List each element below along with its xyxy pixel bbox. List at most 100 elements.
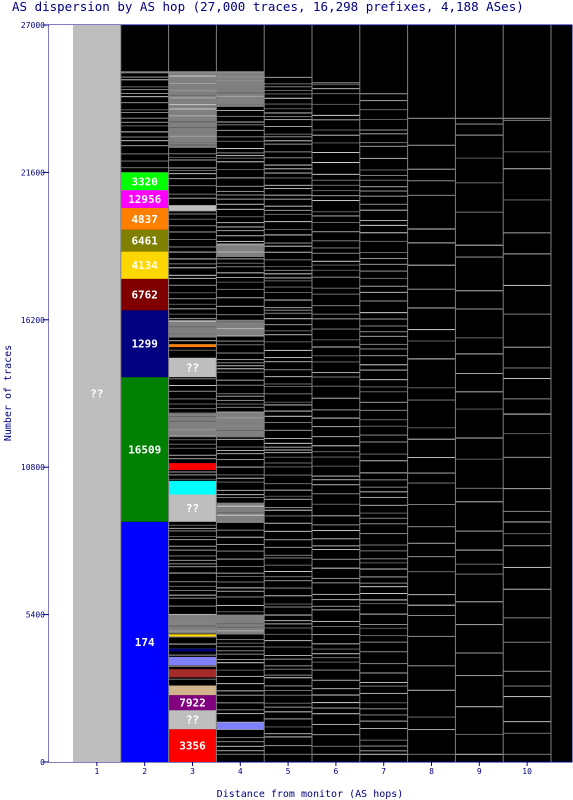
- as-stripe-hop-5: [264, 654, 312, 656]
- segment-hop-2: [120, 190, 169, 208]
- as-stripe-hop-8: [407, 556, 456, 558]
- hop-top-line-8: [407, 117, 456, 119]
- as-stripe-hop-9: [455, 573, 504, 575]
- as-stripe-hop-7: [359, 157, 408, 159]
- as-stripe-hop-5: [264, 736, 312, 738]
- as-stripe-hop-4: [216, 616, 265, 618]
- as-stripe-hop-4: [216, 446, 265, 448]
- as-stripe-hop-7: [359, 263, 408, 265]
- as-stripe-hop-4: [216, 262, 265, 264]
- as-stripe-hop-8: [407, 427, 456, 429]
- y-axis-label: Number of traces: [3, 345, 14, 441]
- as-stripe-hop-5: [264, 184, 312, 186]
- as-stripe-hop-7: [359, 739, 408, 741]
- as-stripe-hop-3: [168, 555, 217, 557]
- as-stripe-hop-6: [312, 445, 360, 447]
- as-stripe-hop-5: [264, 404, 312, 406]
- as-stripe-hop-7: [359, 203, 408, 205]
- as-stripe-hop-3: [168, 458, 217, 460]
- as-stripe-hop-3: [168, 545, 217, 547]
- as-stripe-hop-5: [264, 318, 312, 320]
- as-stripe-hop-5: [264, 446, 312, 448]
- as-segments: [73, 25, 265, 762]
- as-stripe-hop-6: [312, 328, 360, 330]
- as-stripe-hop-5: [264, 509, 312, 511]
- as-stripe-hop-6: [312, 567, 360, 569]
- as-stripe-hop-3: [168, 210, 217, 212]
- as-stripe-hop-6: [312, 426, 360, 428]
- as-stripe-hop-5: [264, 140, 312, 142]
- as-stripe-hop-2: [120, 79, 169, 81]
- as-stripe-hop-6: [312, 252, 360, 254]
- hop-top-line-3: [168, 71, 217, 73]
- as-stripe-hop-2: [120, 136, 169, 138]
- as-stripe-hop-4: [216, 281, 265, 283]
- as-stripe-hop-5: [264, 286, 312, 288]
- x-tick-label: 9: [477, 767, 482, 776]
- hop-separators: [120, 25, 552, 762]
- as-stripe-hop-9: [455, 391, 504, 393]
- as-stripe-hop-4: [216, 121, 265, 123]
- as-stripe-hop-9: [455, 563, 504, 565]
- as-stripe-hop-4: [216, 379, 265, 381]
- as-stripe-hop-3: [168, 94, 217, 96]
- x-tick-label: 5: [286, 767, 291, 776]
- as-stripe-hop-7: [359, 486, 408, 488]
- as-stripe-hop-6: [312, 305, 360, 307]
- as-stripe-hop-5: [264, 489, 312, 491]
- as-stripe-hop-7: [359, 145, 408, 147]
- as-stripe-hop-6: [312, 161, 360, 163]
- as-stripe-hop-3: [168, 613, 217, 615]
- as-stripe-hop-10: [503, 456, 551, 458]
- as-stripe-hop-3: [168, 170, 217, 172]
- as-stripe-hop-4: [216, 235, 265, 237]
- as-stripe-hop-5: [264, 442, 312, 444]
- as-stripe-hop-6: [312, 372, 360, 374]
- as-stripe-hop-3: [168, 390, 217, 392]
- as-stripe-hop-6: [312, 361, 360, 363]
- as-stripe-hop-5: [264, 522, 312, 524]
- segment-hop-3: [168, 656, 217, 666]
- as-stripe-hop-7: [359, 635, 408, 637]
- as-stripe-hop-4: [216, 198, 265, 200]
- as-stripe-hop-5: [264, 745, 312, 747]
- as-stripe-hop-3: [168, 665, 217, 667]
- as-stripe-hop-5: [264, 119, 312, 121]
- as-stripe-hop-6: [312, 577, 360, 579]
- as-stripe-hop-7: [359, 550, 408, 552]
- as-stripe-hop-4: [216, 148, 265, 150]
- segment-hop-2: [120, 521, 169, 762]
- as-stripe-hop-4: [216, 115, 265, 117]
- segment-hop-3: [168, 729, 217, 762]
- as-stripe-hop-3: [168, 643, 217, 645]
- as-stripe-hop-4: [216, 403, 265, 405]
- as-stripe-hop-10: [503, 253, 551, 255]
- as-stripe-hop-6: [312, 734, 360, 736]
- as-stripe-hop-4: [216, 587, 265, 589]
- segment-hop-3: [168, 344, 217, 348]
- segment-hop-3: [168, 695, 217, 711]
- segment-label: 174: [135, 636, 155, 649]
- as-stripe-hop-3: [168, 193, 217, 195]
- as-stripe-hop-5: [264, 539, 312, 541]
- as-stripe-hop-7: [359, 692, 408, 694]
- as-stripe-hop-6: [312, 456, 360, 458]
- as-stripe-hop-4: [216, 596, 265, 598]
- as-stripe-hop-3: [168, 581, 217, 583]
- as-stripe-hop-8: [407, 503, 456, 505]
- as-stripe-hop-10: [503, 510, 551, 512]
- segment-label: 3320: [131, 175, 158, 188]
- as-stripe-hop-8: [407, 457, 456, 459]
- as-stripe-hop-3: [168, 333, 217, 335]
- as-stripe-hop-5: [264, 221, 312, 223]
- as-stripe-hop-8: [407, 168, 456, 170]
- as-stripe-hop-4: [216, 203, 265, 205]
- as-stripe-hop-6: [312, 503, 360, 505]
- as-stripe-hop-4: [216, 453, 265, 455]
- as-stripe-hop-9: [455, 733, 504, 735]
- x-axis-label: Distance from monitor (AS hops): [217, 789, 404, 800]
- as-stripe-hop-4: [216, 741, 265, 743]
- as-stripe-hop-3: [168, 454, 217, 456]
- segment-label: ??: [90, 388, 103, 401]
